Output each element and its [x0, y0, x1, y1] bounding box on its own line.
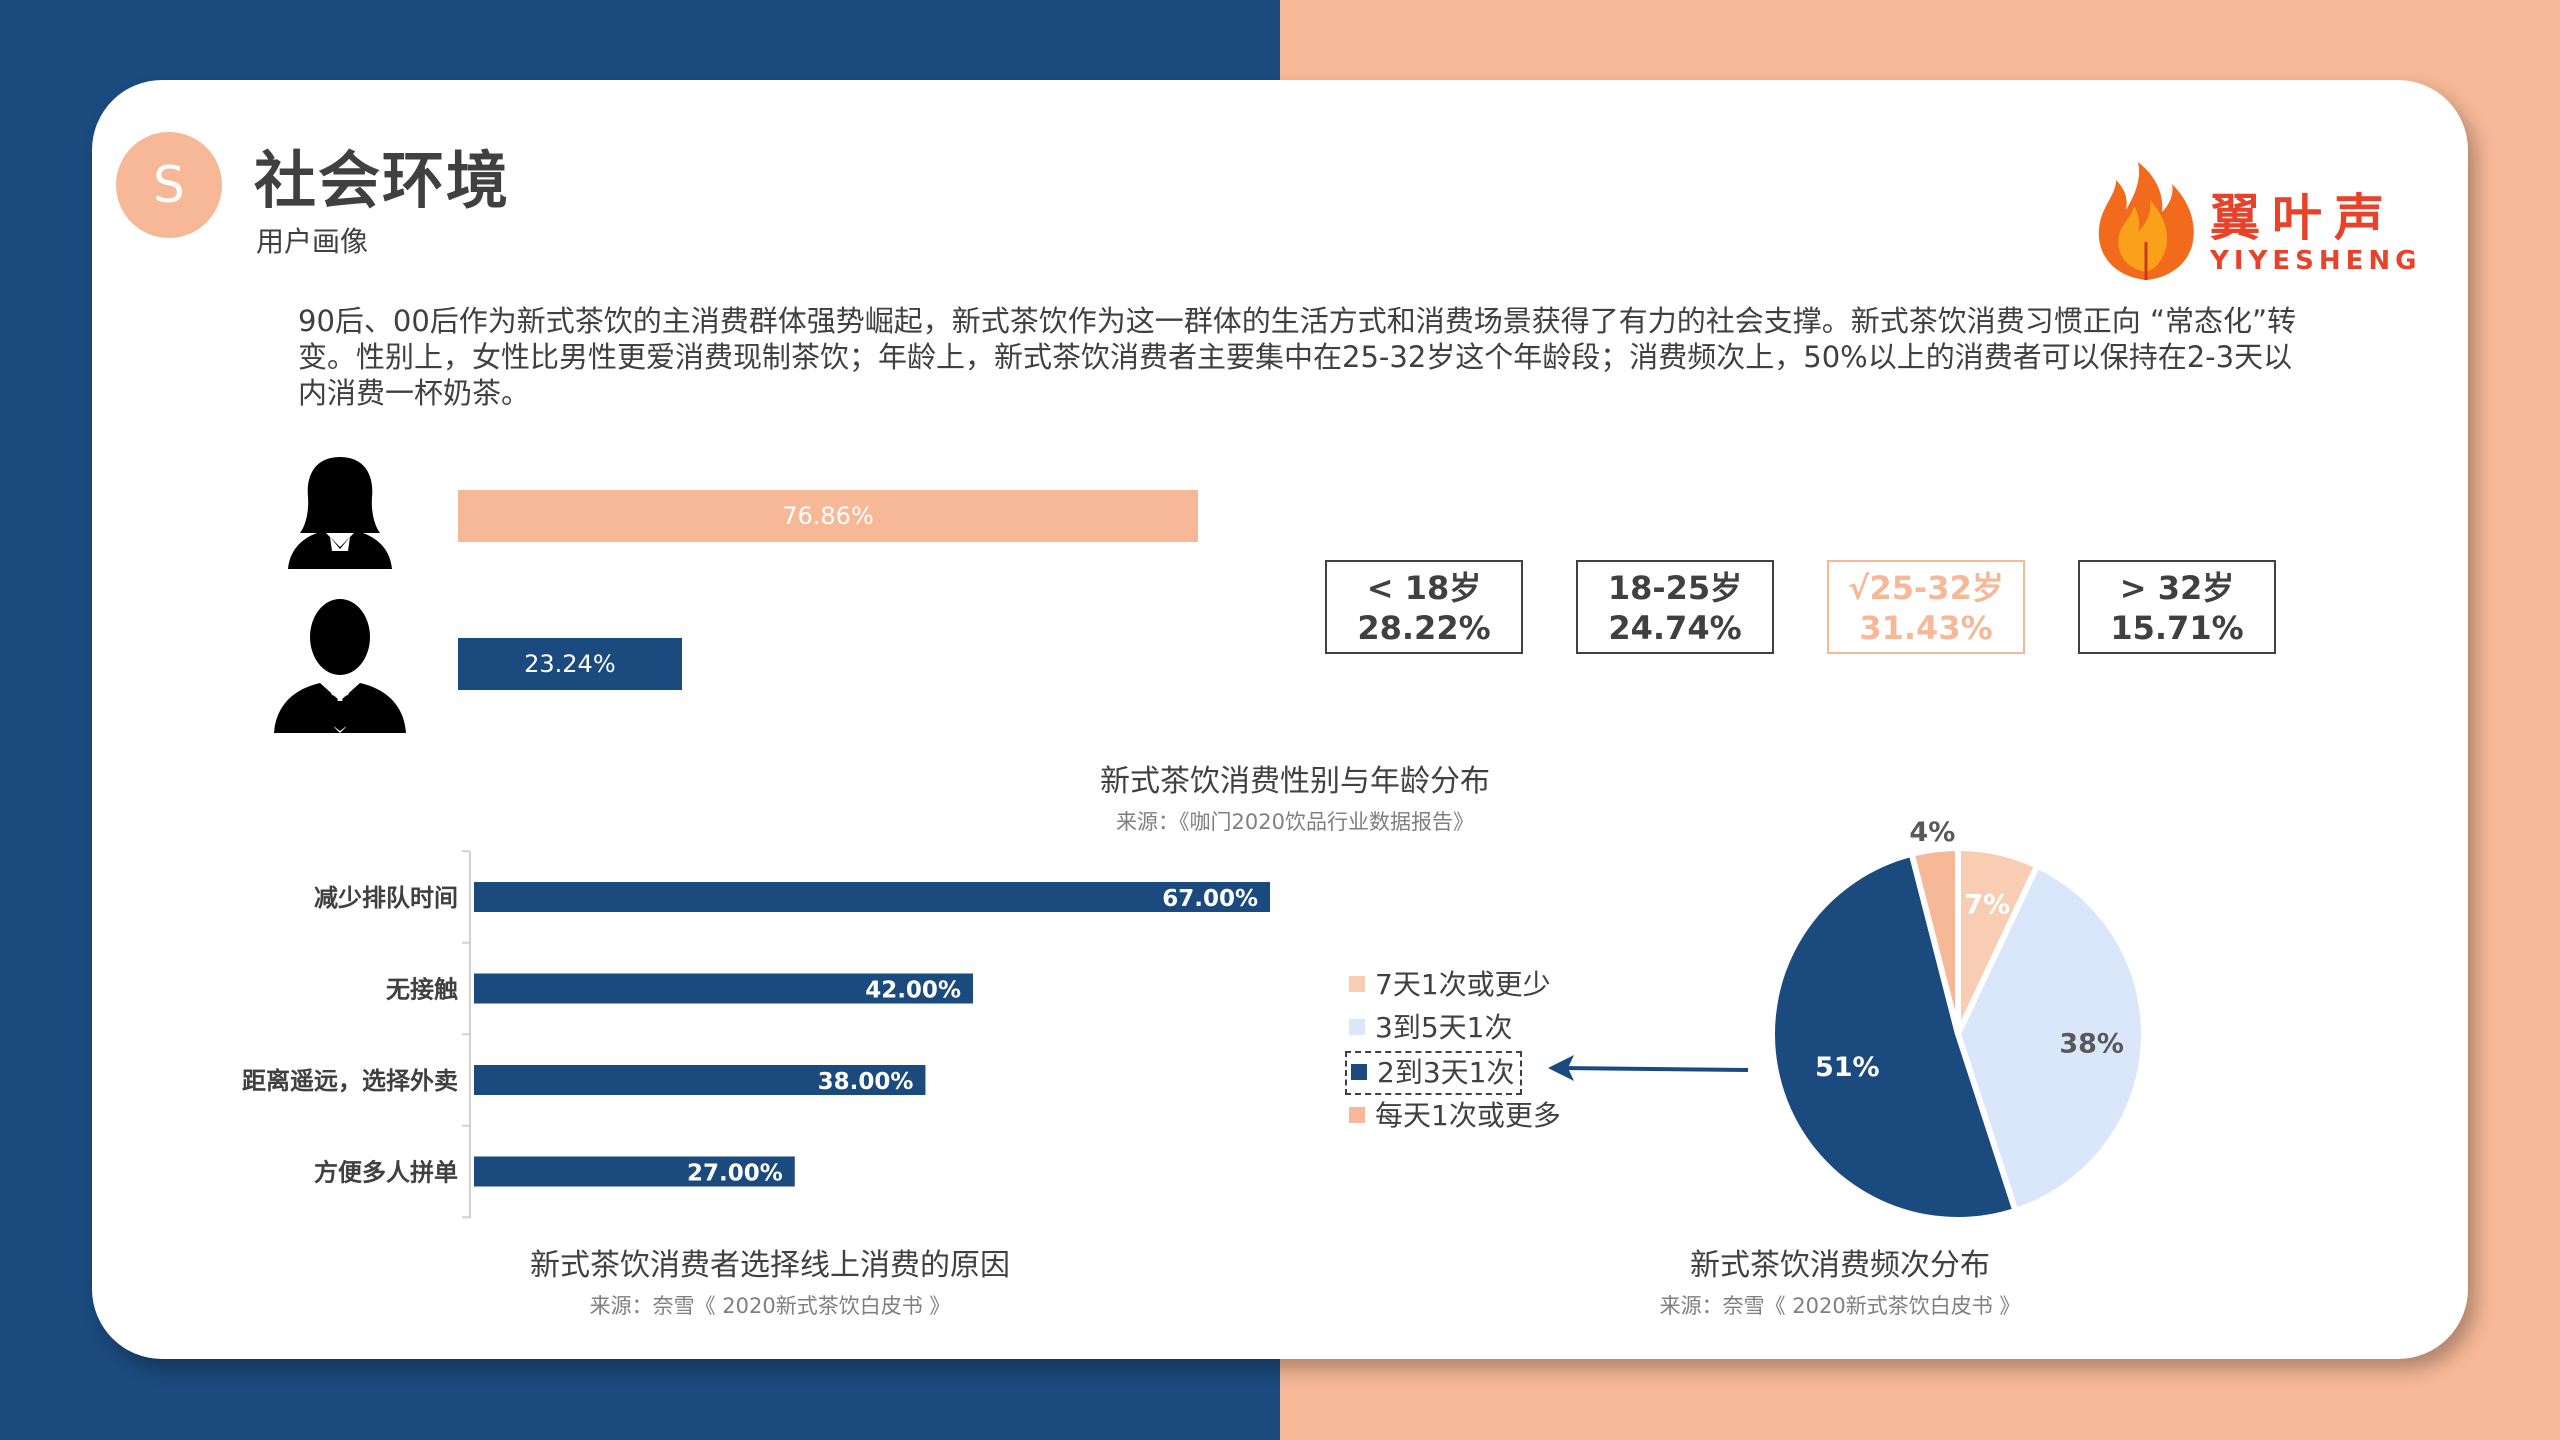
female-share-bar: 76.86%: [458, 490, 1198, 542]
pie-legend: 7天1次或更少 3到5天1次 2到3天1次 每天1次或更多: [1345, 965, 1561, 1136]
logo-name-en: YIYESHENG: [2210, 246, 2422, 276]
age-box-25-32-highlight: √25-32岁 31.43%: [1827, 560, 2025, 654]
gender-age-chart-title: 新式茶饮消费性别与年龄分布: [1100, 764, 1490, 799]
pie-slice: [1769, 850, 2020, 1223]
pie-chart-source: 来源：奈雪《 2020新式茶饮白皮书 》: [1659, 1294, 2021, 1318]
male-icon: [274, 599, 406, 733]
legend-item: 3到5天1次: [1345, 1008, 1561, 1048]
male-share-label: 23.24%: [524, 650, 616, 678]
reason-value-label: 42.00%: [865, 978, 961, 1004]
age-box-value: 31.43%: [1859, 609, 1993, 647]
page-title: 社会环境: [254, 144, 511, 217]
age-box-label: 18-25岁: [1607, 569, 1743, 607]
pie-slice-label: 51%: [1815, 1052, 1880, 1083]
legend-swatch: [1351, 1064, 1367, 1080]
age-box-value: 24.74%: [1608, 609, 1742, 647]
intro-paragraph: 90后、00后作为新式茶饮的主消费群体强势崛起，新式茶饮作为这一群体的生活方式和…: [298, 304, 2297, 410]
pie-chart-title: 新式茶饮消费频次分布: [1690, 1248, 1990, 1283]
flame-leaf-icon: [2098, 162, 2194, 280]
logo-name-cn: 翼叶声: [2210, 189, 2396, 247]
legend-swatch: [1349, 976, 1365, 992]
gender-age-chart-source: 来源：《咖门2020饮品行业数据报告》: [1116, 810, 1474, 834]
legend-item: 7天1次或更少: [1345, 965, 1561, 1005]
reasons-chart-title: 新式茶饮消费者选择线上消费的原因: [530, 1248, 1010, 1283]
pointer-arrow-line: [1559, 1066, 1749, 1072]
age-box-label: √25-32岁: [1848, 569, 2004, 607]
page-subtitle: 用户画像: [256, 225, 369, 258]
legend-label: 3到5天1次: [1375, 1011, 1513, 1044]
reason-bar: [474, 1156, 795, 1187]
legend-item-highlighted: 2到3天1次: [1345, 1051, 1523, 1095]
age-box-value: 28.22%: [1357, 609, 1491, 647]
pie-slice: [1954, 861, 2148, 1215]
reason-category-label: 无接触: [386, 976, 458, 1004]
reason-value-label: 38.00%: [818, 1069, 914, 1095]
female-share-label: 76.86%: [782, 502, 874, 530]
legend-label: 每天1次或更多: [1375, 1099, 1561, 1132]
male-share-bar: 23.24%: [458, 638, 682, 690]
reason-category-label: 减少排队时间: [314, 884, 458, 912]
legend-label: 7天1次或更少: [1375, 968, 1551, 1001]
reason-bar: [474, 1065, 926, 1095]
age-box-value: 15.71%: [2110, 609, 2244, 647]
pie-slice-label: 38%: [2059, 1028, 2124, 1059]
pointer-arrow-head: [1548, 1055, 1574, 1081]
age-box-18-25: 18-25岁 24.74%: [1576, 560, 1774, 654]
reason-bar: [474, 973, 973, 1004]
pie-slice-label: 4%: [1909, 817, 1955, 848]
reason-bar: [474, 882, 1270, 912]
reason-category-label: 方便多人拼单: [314, 1159, 458, 1187]
legend-label: 2到3天1次: [1377, 1056, 1515, 1089]
legend-swatch: [1349, 1107, 1365, 1123]
reason-category-label: 距离遥远，选择外卖: [242, 1067, 458, 1095]
female-icon: [288, 457, 392, 569]
legend-swatch: [1349, 1019, 1365, 1035]
reason-value-label: 27.00%: [687, 1161, 783, 1187]
age-box-under-18: < 18岁 28.22%: [1325, 560, 1523, 654]
age-box-over-32: > 32岁 15.71%: [2078, 560, 2276, 654]
pie-slice: [1908, 844, 1961, 1035]
reason-value-label: 67.00%: [1162, 886, 1258, 912]
pie-slice-label: 7%: [1964, 889, 2010, 920]
legend-item: 每天1次或更多: [1345, 1096, 1561, 1136]
section-badge: S: [116, 132, 222, 238]
reasons-chart-source: 来源：奈雪《 2020新式茶饮白皮书 》: [589, 1294, 951, 1318]
age-box-label: > 32岁: [2119, 569, 2235, 607]
age-box-label: < 18岁: [1366, 569, 1482, 607]
